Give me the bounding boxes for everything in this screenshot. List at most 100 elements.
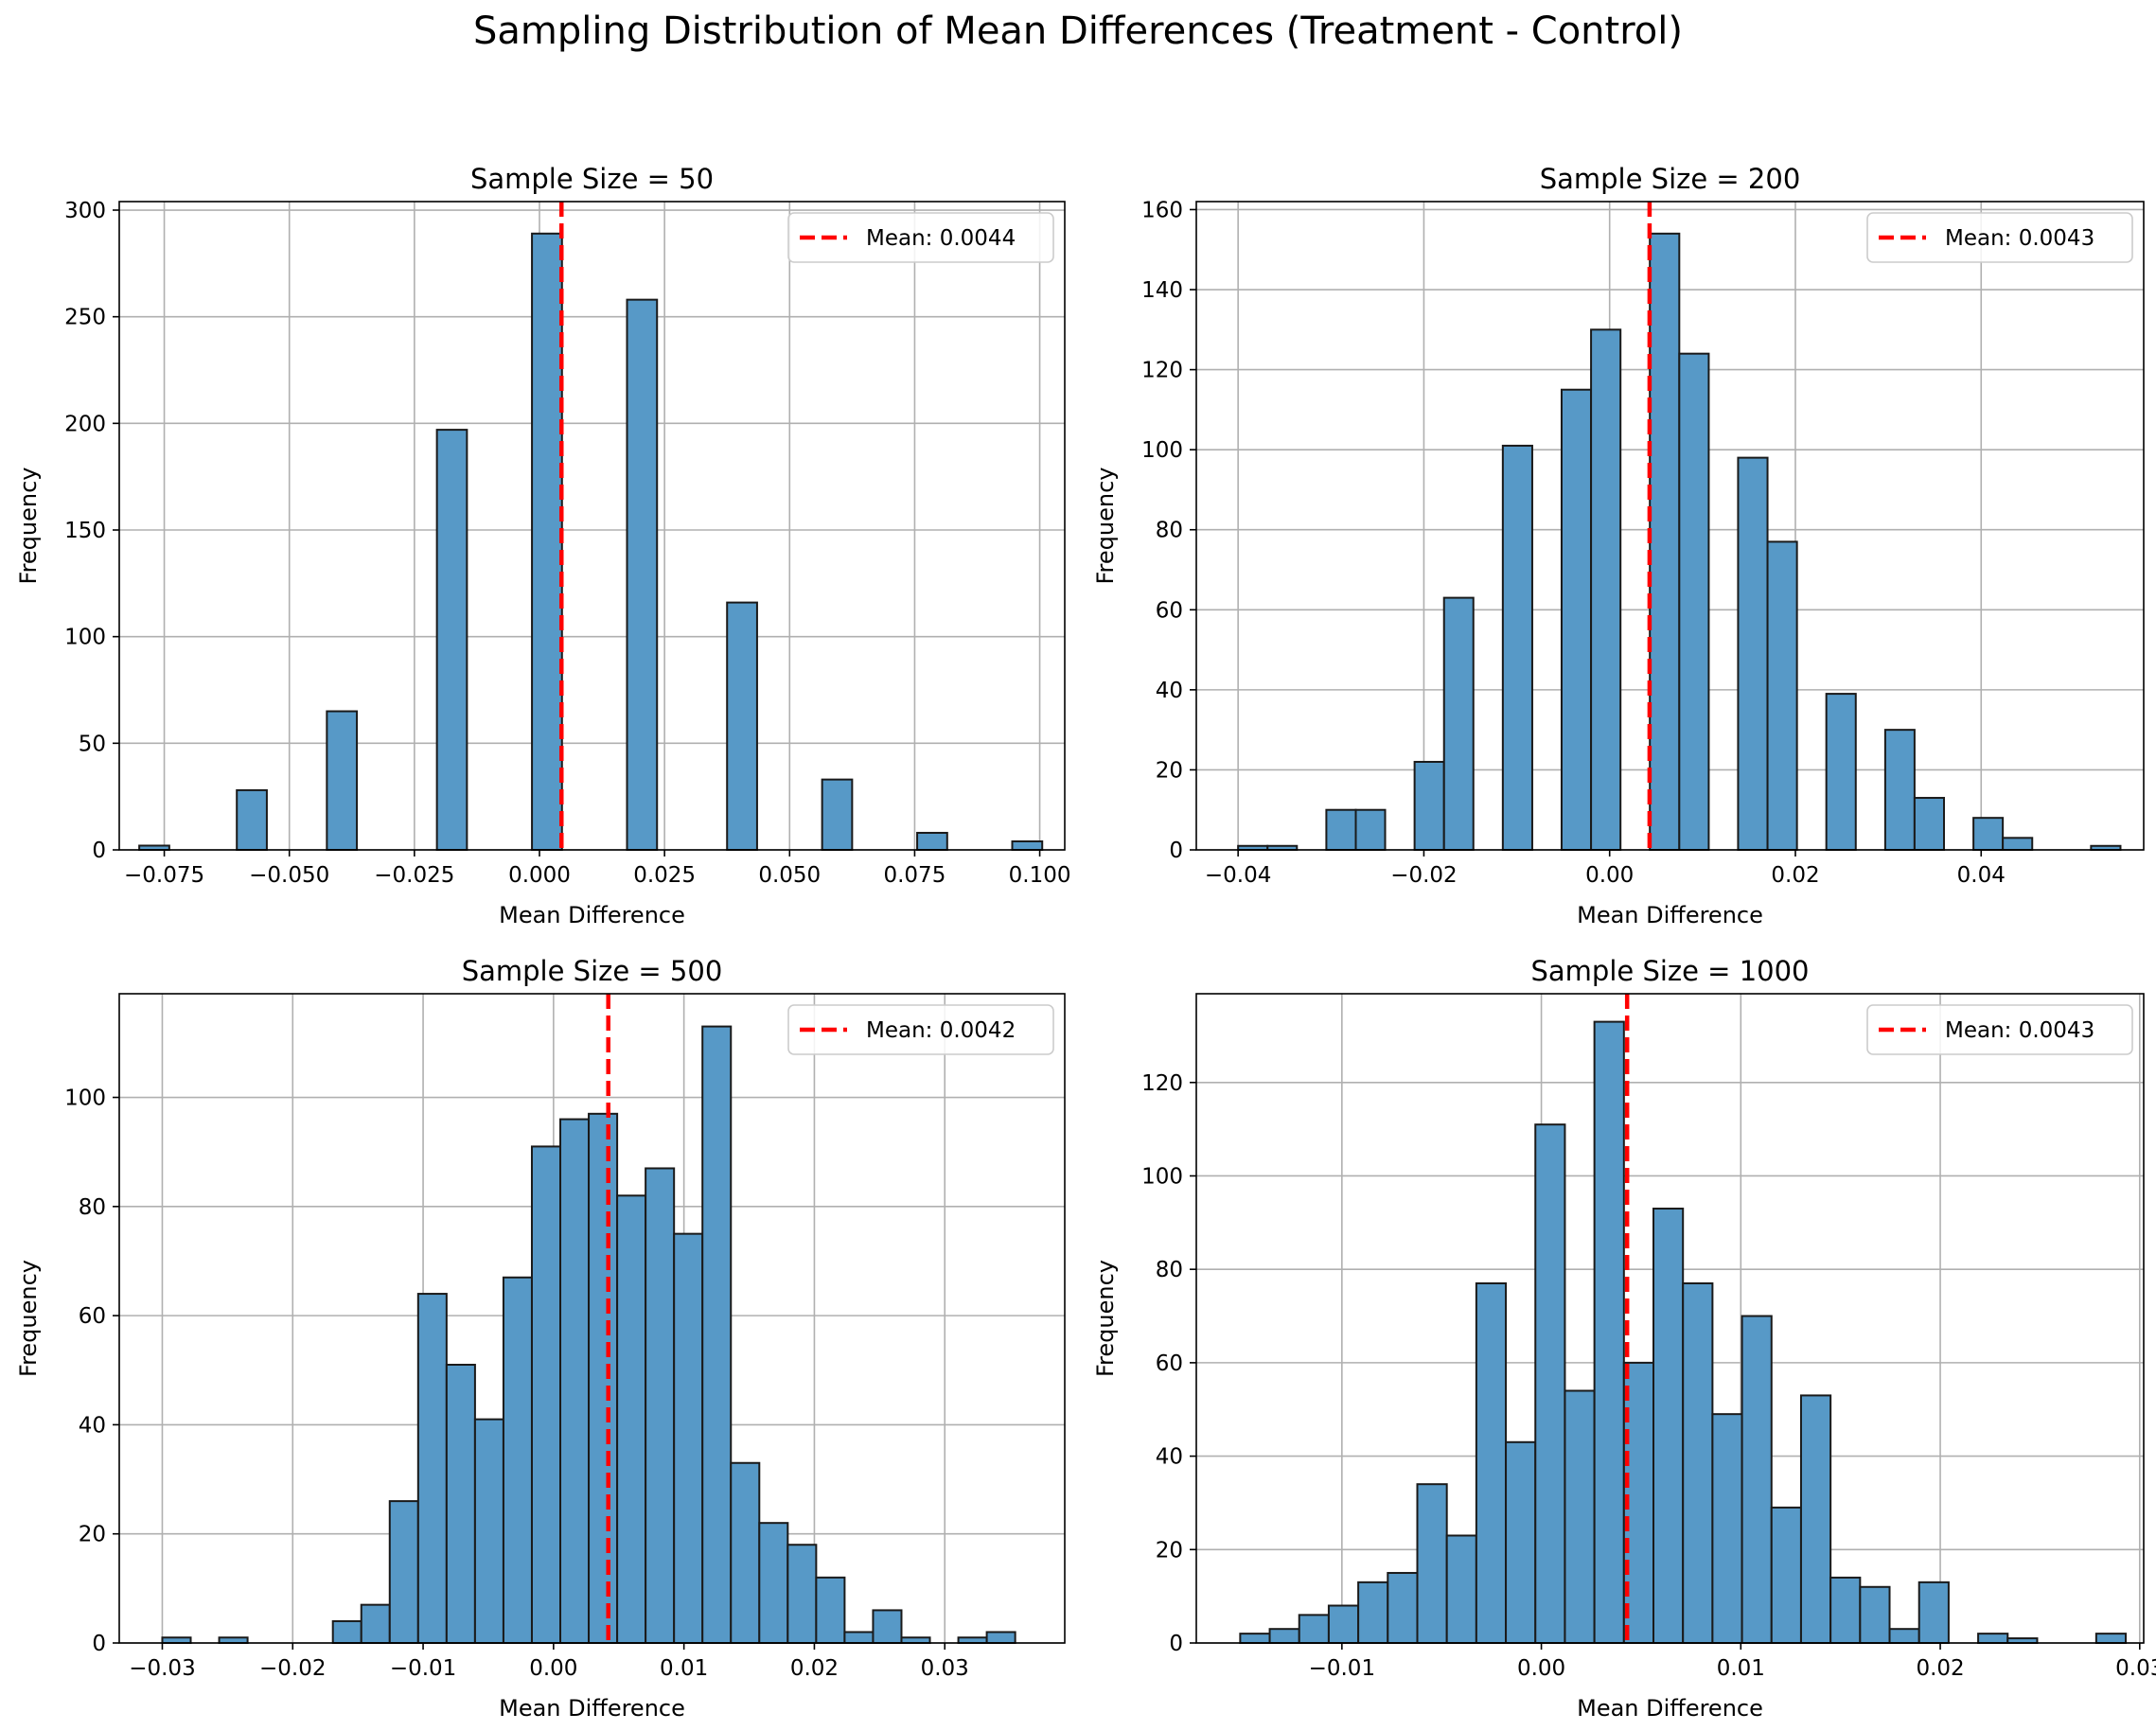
histogram-bar [1445,1534,1477,1645]
legend: Mean: 0.0043 [1866,212,2133,263]
histogram-bar [331,1619,362,1644]
histogram-bar [435,429,468,851]
histogram-bar [1977,1633,2009,1645]
histogram-bar [821,778,854,851]
histogram-bar [1011,839,1044,851]
x-tick-label: 0.025 [633,863,696,888]
axes-frame [1195,201,2145,851]
histogram-bar [1766,540,1798,851]
histogram-bar [1770,1506,1802,1644]
histogram-bar [1829,1576,1862,1645]
histogram-bar [531,232,563,852]
y-tick-label: 0 [1169,839,1183,863]
histogram-bar [616,1194,647,1644]
histogram-bar [1649,232,1681,852]
y-tick-label: 120 [1141,359,1183,383]
histogram-bar [1590,328,1622,851]
legend-label: Mean: 0.0042 [866,1018,1016,1043]
x-tick-label: −0.02 [259,1656,326,1681]
histogram-bar [1268,1628,1300,1644]
y-tick-label: 100 [1141,438,1183,463]
histogram-bar [218,1636,249,1645]
histogram-bar [1475,1281,1508,1644]
histogram-bar [1972,817,2005,852]
y-tick-label: 20 [1156,758,1183,783]
legend-label: Mean: 0.0044 [866,226,1016,251]
y-tick-label: 250 [64,306,106,330]
y-tick-label: 100 [64,626,106,650]
y-tick-label: 40 [1156,1445,1183,1470]
legend: Mean: 0.0042 [787,1004,1054,1055]
y-axis-label: Frequency [1092,468,1119,585]
legend: Mean: 0.0044 [787,212,1054,263]
axes-frame [118,993,1066,1644]
x-tick-label: −0.04 [1205,863,1271,888]
histogram-bar [645,1167,676,1644]
x-tick-label: 0.02 [1916,1656,1964,1681]
x-tick-label: 0.02 [1771,863,1819,888]
histogram-bar [985,1631,1016,1644]
y-tick-label: 20 [79,1523,106,1547]
panel-title: Sample Size = 200 [1540,163,1801,195]
x-tick-label: −0.075 [124,863,204,888]
histogram-bar [161,1636,192,1645]
histogram-bar [473,1418,504,1645]
histogram-bar [1682,1281,1714,1644]
histogram-bar [1564,1389,1596,1645]
histogram-bar [1325,808,1357,852]
x-tick-label: 0.050 [758,863,821,888]
histogram-bar [1327,1604,1360,1644]
y-tick-label: 80 [1156,1258,1183,1282]
histogram-bar [2094,1633,2128,1645]
histogram-bar [1413,760,1445,851]
y-tick-label: 50 [79,732,106,756]
histogram-bar [1505,1440,1537,1644]
histogram-bar [1711,1413,1743,1644]
x-tick-label: 0.01 [660,1656,708,1681]
x-tick-label: 0.02 [790,1656,839,1681]
panel-title: Sample Size = 50 [470,163,714,195]
x-tick-label: 0.100 [1009,863,1071,888]
histogram-bar [900,1636,931,1645]
histogram-bar [1741,1315,1773,1644]
x-tick-label: 0.00 [529,1656,577,1681]
histogram-bar [360,1603,391,1645]
histogram-bar [388,1500,419,1645]
legend-label: Mean: 0.0043 [1945,226,2094,251]
y-tick-label: 120 [1141,1071,1183,1096]
histogram-bar [1534,1123,1566,1644]
figure-suptitle: Sampling Distribution of Mean Difference… [473,9,1683,53]
histogram-bar [916,831,948,852]
histogram-bar [1593,1020,1625,1644]
histogram-bar [957,1636,988,1645]
histogram-bar [786,1544,818,1645]
y-tick-label: 40 [1156,679,1183,703]
x-tick-label: 0.000 [508,863,571,888]
axes-frame [1195,993,2145,1644]
y-tick-label: 160 [1141,198,1183,222]
y-tick-label: 60 [79,1304,106,1329]
histogram-bar [726,601,758,851]
histogram-bar [758,1522,789,1645]
histogram-bar [502,1276,533,1644]
histogram-bar [1678,352,1710,851]
y-tick-label: 80 [79,1195,106,1220]
histogram-bar [588,1112,619,1644]
x-tick-label: 0.03 [921,1656,969,1681]
y-tick-label: 100 [1141,1164,1183,1189]
y-tick-label: 100 [64,1086,106,1111]
histogram-bar [236,788,268,852]
histogram-bar [843,1631,875,1644]
y-tick-label: 60 [1156,1351,1183,1376]
y-tick-label: 0 [1169,1632,1183,1656]
histogram-bar [1737,456,1769,851]
y-axis-label: Frequency [1092,1260,1119,1377]
x-axis-label: Mean Difference [499,902,685,928]
histogram-bar [1883,729,1916,851]
legend-box [1866,1004,2133,1055]
histogram-bar [416,1293,448,1644]
x-tick-label: −0.01 [1309,1656,1375,1681]
histogram-bar [1917,1581,1950,1644]
y-tick-label: 0 [92,1632,106,1656]
